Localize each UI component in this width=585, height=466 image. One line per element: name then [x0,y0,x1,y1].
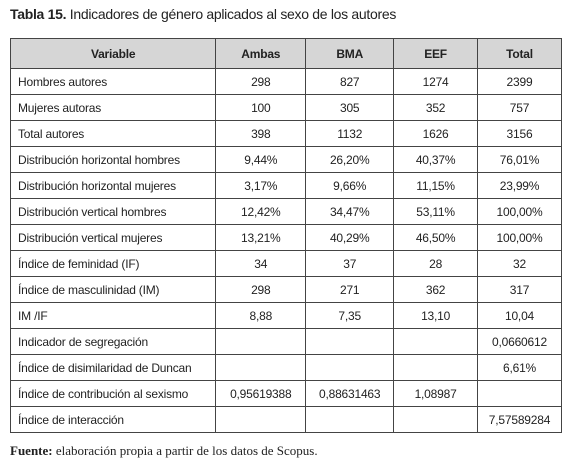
table-cell: 398 [215,120,307,147]
table-cell: 1132 [305,120,395,147]
footnote: Fuente: elaboración propia a partir de l… [10,443,318,459]
table-row: Distribución horizontal mujeres 3,17% 9,66… [9,172,562,199]
table-row: Índice de disimilaridad de Duncan 6,61% [9,354,562,381]
column-header: BMA [305,38,395,69]
table-cell: 46,50% [393,224,478,251]
table-cell: 1,08987 [393,380,478,407]
table-cell: 2399 [477,68,562,95]
table-body: Hombres autores 298 827 1274 2399 Mujeres aut… [9,68,562,433]
table-cell: 0,95619388 [215,380,307,407]
table-cell: 298 [215,68,307,95]
table-cell: 298 [215,276,307,303]
row-label: Distribución vertical mujeres [9,224,217,251]
table-cell: 32 [477,250,562,277]
table-cell: 11,15% [393,172,478,199]
row-label: Mujeres autoras [9,94,217,121]
table-row: Índice de feminidad (IF) 34 37 28 32 [9,250,562,277]
row-label: Índice de feminidad (IF) [9,250,217,277]
row-label: Distribución horizontal hombres [9,146,217,173]
table-row: Índice de contribución al sexismo 0,95619… [9,380,562,407]
caption: Tabla 15. Indicadores de género aplicado… [10,6,396,22]
empty-cell [305,406,395,433]
table-cell: 352 [393,94,478,121]
table-row: Índice de interacción 7,57589284 [9,406,562,433]
table-row: Indicador de segregación 0,0660612 [9,328,562,355]
caption-text: Indicadores de género aplicados al sexo … [69,6,397,22]
table-cell: 100,00% [477,224,562,251]
row-label: Hombres autores [9,68,217,95]
table-cell: 13,10 [393,302,478,329]
footnote-text: elaboración propia a partir de los datos… [55,443,318,458]
table-cell: 34 [215,250,307,277]
row-label: Índice de interacción [9,406,217,433]
empty-cell [215,354,307,381]
table-cell: 76,01% [477,146,562,173]
table-cell: 100 [215,94,307,121]
table-cell: 34,47% [305,198,395,225]
table-cell: 7,57589284 [477,406,562,433]
row-label: Indicador de segregación [9,328,217,355]
table-row: Distribución vertical mujeres 13,21% 40,29… [9,224,562,251]
table-cell: 53,11% [393,198,478,225]
column-header: EEF [393,38,478,69]
table-cell: 28 [393,250,478,277]
empty-cell [215,406,307,433]
row-label: Índice de disimilaridad de Duncan [9,354,217,381]
table-cell: 7,35 [305,302,395,329]
table-cell: 0,88631463 [305,380,395,407]
table-row: Distribución horizontal hombres 9,44% 26,2… [9,146,562,173]
table-cell: 13,21% [215,224,307,251]
table-cell: 40,29% [305,224,395,251]
table-cell: 305 [305,94,395,121]
empty-cell [305,354,395,381]
empty-cell [393,354,478,381]
empty-cell [477,380,562,407]
table-row: Mujeres autoras 100 305 352 757 [9,94,562,121]
table-cell: 6,61% [477,354,562,381]
empty-cell [305,328,395,355]
table-cell: 23,99% [477,172,562,199]
table-cell: 26,20% [305,146,395,173]
row-label: Índice de contribución al sexismo [9,380,217,407]
column-header: Variable [9,38,217,69]
column-header: Ambas [215,38,307,69]
row-label: IM /IF [9,302,217,329]
table-cell: 100,00% [477,198,562,225]
row-label: Total autores [9,120,217,147]
row-label: Índice de masculinidad (IM) [9,276,217,303]
table-row: Total autores 398 1132 1626 3156 [9,120,562,147]
empty-cell [393,328,478,355]
table-row: Hombres autores 298 827 1274 2399 [9,68,562,95]
table-cell: 9,66% [305,172,395,199]
caption-label: Tabla 15. [10,6,67,22]
footnote-label: Fuente: [10,443,53,458]
table-cell: 1626 [393,120,478,147]
column-header: Total [477,38,562,69]
empty-cell [215,328,307,355]
table-cell: 9,44% [215,146,307,173]
table-row: Distribución vertical hombres 12,42% 34,47… [9,198,562,225]
table-cell: 317 [477,276,562,303]
table-cell: 0,0660612 [477,328,562,355]
row-label: Distribución horizontal mujeres [9,172,217,199]
table-row: IM /IF 8,88 7,35 13,10 10,04 [9,302,562,329]
table-cell: 1274 [393,68,478,95]
table-cell: 8,88 [215,302,307,329]
row-label: Distribución vertical hombres [9,198,217,225]
table-cell: 37 [305,250,395,277]
table-cell: 362 [393,276,478,303]
header-row: Variable Ambas BMA EEF Total [9,38,562,69]
table-cell: 10,04 [477,302,562,329]
table-cell: 12,42% [215,198,307,225]
table-cell: 757 [477,94,562,121]
table-cell: 3,17% [215,172,307,199]
table-row: Índice de masculinidad (IM) 298 271 362 317 [9,276,562,303]
table-cell: 827 [305,68,395,95]
data-table: Variable Ambas BMA EEF Total Hombres autores… [9,38,562,433]
table-cell: 3156 [477,120,562,147]
table-cell: 271 [305,276,395,303]
table-cell: 40,37% [393,146,478,173]
empty-cell [393,406,478,433]
